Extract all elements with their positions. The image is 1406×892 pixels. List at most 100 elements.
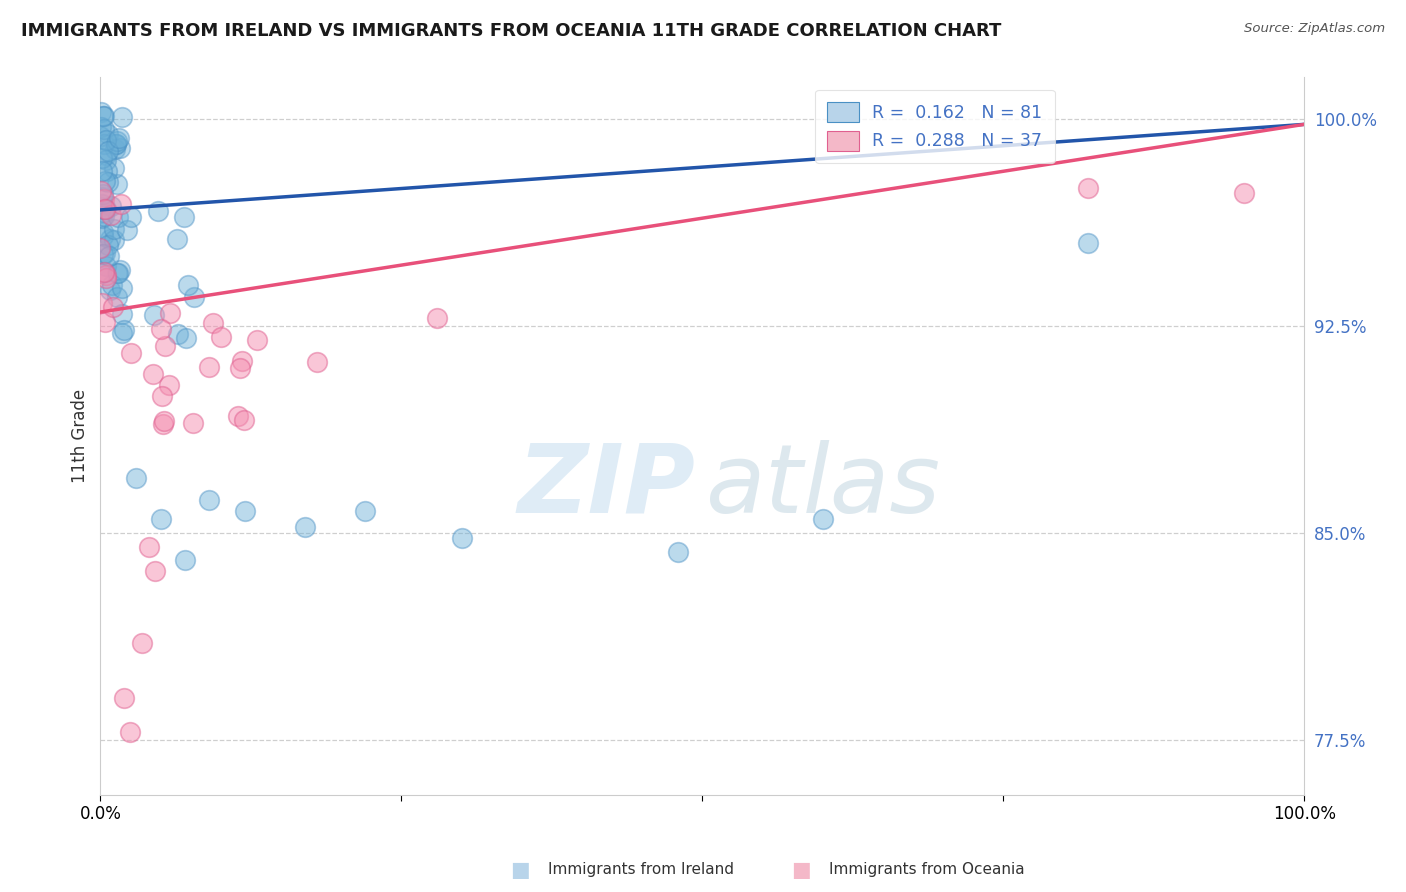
Point	[153, 414, 176, 428]
Point	[209, 329, 232, 343]
Point	[104, 142, 127, 156]
Point	[94, 202, 117, 216]
Point	[183, 290, 205, 304]
Y-axis label: 11th Grade: 11th Grade	[72, 389, 89, 483]
Point	[91, 186, 114, 201]
Point	[101, 277, 124, 292]
Point	[233, 413, 256, 427]
Point	[94, 132, 117, 146]
Point	[105, 137, 128, 152]
Point	[90, 190, 112, 204]
Text: ZIP: ZIP	[517, 440, 695, 533]
Point	[115, 223, 138, 237]
Point	[148, 204, 170, 219]
Point	[94, 265, 117, 279]
Point	[173, 210, 195, 224]
Point	[101, 300, 124, 314]
Point	[149, 512, 172, 526]
Point	[152, 417, 174, 431]
Point	[167, 327, 190, 342]
Point	[90, 184, 112, 198]
Point	[90, 211, 112, 225]
Point	[105, 177, 128, 191]
Point	[105, 134, 128, 148]
Point	[91, 204, 114, 219]
Point	[131, 636, 153, 650]
Point	[173, 553, 195, 567]
Point	[246, 333, 269, 347]
Point	[149, 321, 172, 335]
Point	[143, 308, 166, 322]
Point	[450, 532, 472, 546]
Point	[174, 331, 197, 345]
Point	[228, 361, 250, 376]
Point	[91, 225, 114, 239]
Point	[157, 377, 180, 392]
Point	[226, 409, 249, 423]
Point	[91, 197, 114, 211]
Point	[111, 110, 134, 124]
Point	[93, 264, 115, 278]
Point	[96, 271, 118, 285]
Point	[96, 164, 118, 178]
Point	[120, 346, 142, 360]
Point	[91, 246, 114, 260]
Point	[94, 174, 117, 188]
Point	[93, 136, 115, 151]
Point	[93, 202, 115, 217]
Point	[1233, 186, 1256, 201]
Point	[201, 316, 224, 330]
Point	[103, 222, 125, 236]
Point	[97, 128, 120, 142]
Point	[120, 210, 142, 224]
Point	[120, 724, 142, 739]
Point	[177, 277, 200, 292]
Point	[94, 315, 117, 329]
Point	[93, 209, 115, 223]
Point	[666, 545, 689, 559]
Point	[91, 151, 114, 165]
Point	[142, 368, 165, 382]
Point	[111, 307, 134, 321]
Point	[100, 199, 122, 213]
Point	[426, 310, 449, 325]
Point	[90, 120, 112, 134]
Point	[94, 260, 117, 274]
Point	[97, 145, 120, 159]
Point	[98, 231, 121, 245]
Legend: R =  0.162   N = 81, R =  0.288   N = 37: R = 0.162 N = 81, R = 0.288 N = 37	[815, 90, 1054, 163]
Point	[94, 245, 117, 260]
Point	[181, 416, 204, 430]
Text: ■: ■	[509, 860, 530, 880]
Point	[112, 691, 135, 706]
Point	[91, 228, 114, 243]
Point	[97, 175, 120, 189]
Point	[166, 232, 188, 246]
Point	[197, 492, 219, 507]
Point	[90, 267, 112, 281]
Text: Immigrants from Ireland: Immigrants from Ireland	[547, 863, 734, 877]
Point	[89, 241, 111, 255]
Point	[143, 565, 166, 579]
Point	[96, 148, 118, 162]
Point	[107, 131, 129, 145]
Point	[91, 296, 114, 310]
Point	[159, 306, 181, 320]
Point	[105, 266, 128, 280]
Point	[103, 161, 125, 175]
Point	[89, 128, 111, 143]
Point	[125, 470, 148, 484]
Text: Immigrants from Oceania: Immigrants from Oceania	[828, 863, 1025, 877]
Text: atlas: atlas	[706, 440, 941, 533]
Point	[93, 202, 115, 217]
Point	[91, 109, 114, 123]
Point	[94, 153, 117, 167]
Point	[93, 109, 115, 123]
Point	[98, 249, 121, 263]
Point	[305, 355, 328, 369]
Point	[89, 200, 111, 214]
Point	[93, 192, 115, 206]
Point	[197, 360, 219, 375]
Point	[93, 122, 115, 136]
Point	[90, 104, 112, 119]
